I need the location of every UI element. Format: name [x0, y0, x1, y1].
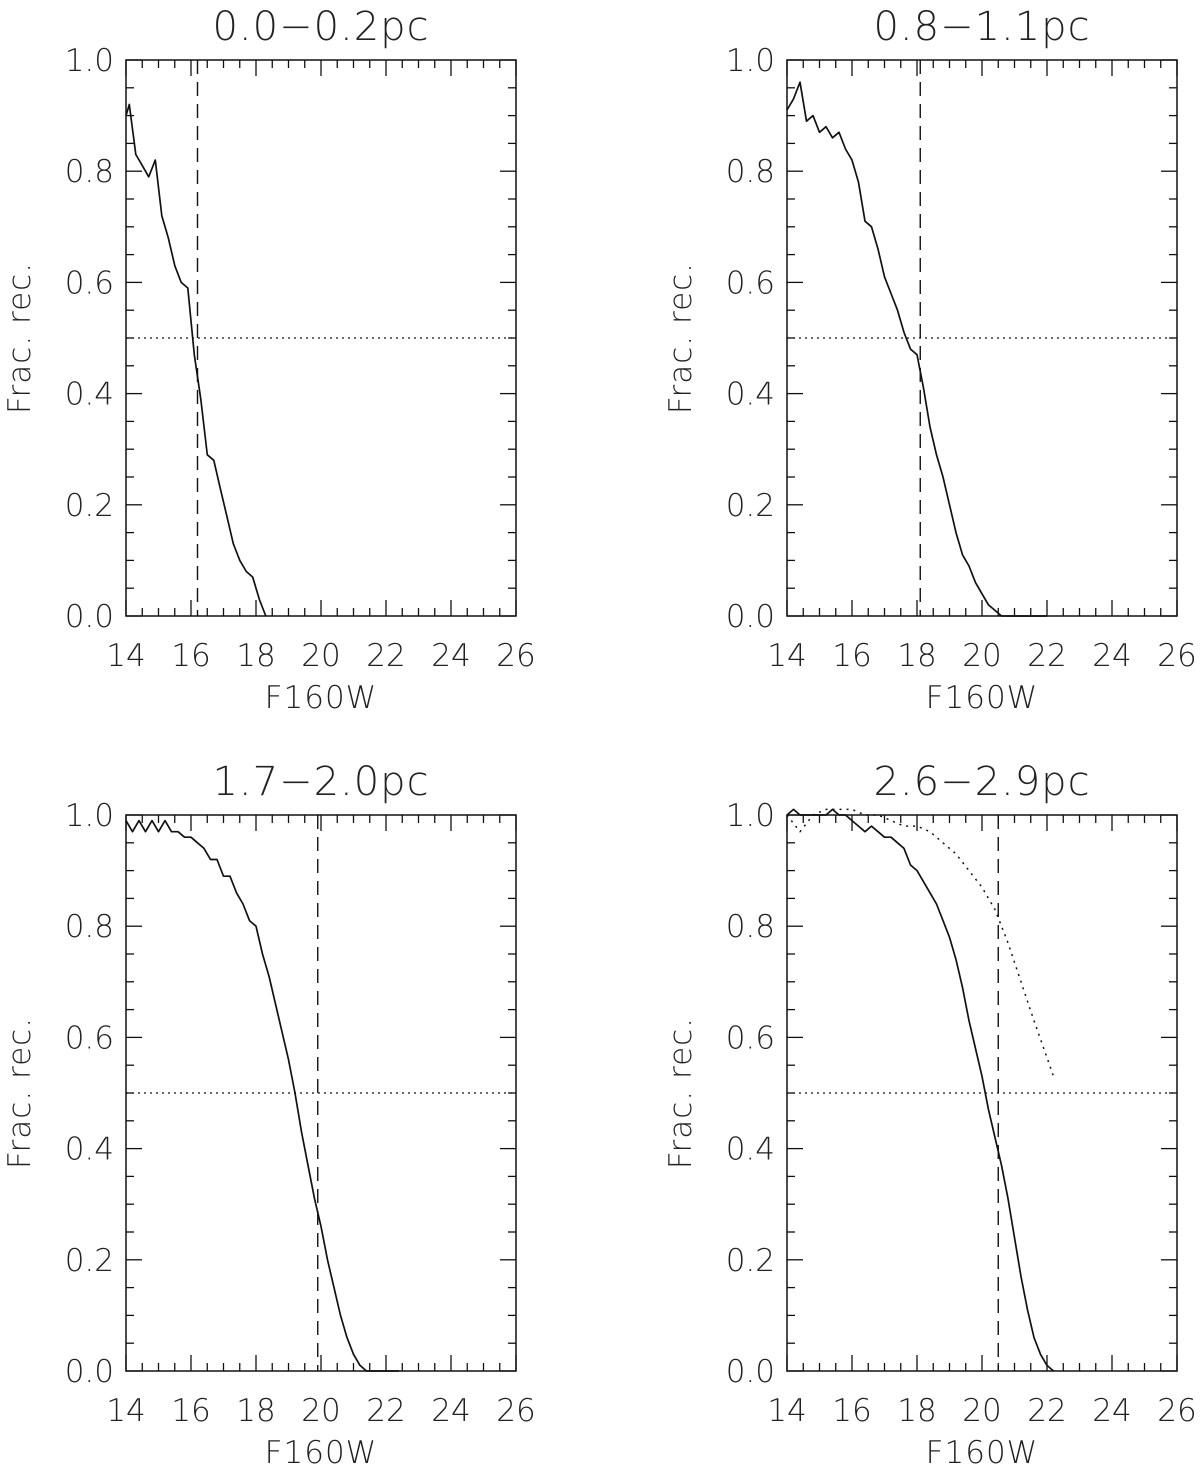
x-axis-label: F160W: [926, 1435, 1039, 1471]
y-tick-label: 0.2: [65, 488, 114, 524]
x-tick-label: 18: [897, 638, 936, 674]
y-tick-label: 0.6: [65, 1020, 114, 1056]
x-tick-label: 14: [106, 638, 145, 674]
x-tick-label: 16: [171, 638, 210, 674]
y-tick-label: 0.8: [65, 154, 114, 190]
y-axis-label: Frac. rec.: [2, 262, 38, 414]
x-tick-label: 20: [301, 1393, 340, 1429]
panel-1: 0.0−0.2pc 14 16 18 20 22 24 26 0.0 0.2 0.4 0.6 0.8 1.…: [2, 4, 536, 716]
y-tick-label: 0.8: [65, 909, 114, 945]
x-tick-label: 14: [106, 1393, 145, 1429]
panel-title: 0.8−1.1pc: [873, 4, 1090, 50]
x-tick-label: 24: [1092, 638, 1131, 674]
y-tick-label: 0.6: [726, 1020, 775, 1056]
y-tick-label: 0.6: [726, 265, 775, 301]
x-tick-label: 26: [496, 1393, 535, 1429]
y-tick-label: 0.8: [726, 154, 775, 190]
panel-2: 0.8−1.1pc 14 16 18 20 22 24 26 0.0 0.2 0.4 0.6 0.8 1.…: [663, 4, 1197, 716]
recovery-curve: [786, 81, 1047, 617]
recovery-curve: [786, 808, 1055, 1372]
panel-title: 2.6−2.9pc: [873, 759, 1090, 805]
y-tick-label: 1.0: [65, 798, 114, 834]
x-tick-label: 20: [962, 1393, 1001, 1429]
x-tick-label: 26: [1157, 1393, 1196, 1429]
y-tick-label: 0.2: [65, 1243, 114, 1279]
x-tick-label: 14: [767, 638, 806, 674]
x-tick-label: 22: [366, 1393, 405, 1429]
y-tick-label: 0.4: [65, 1132, 114, 1168]
y-tick-label: 0.6: [65, 265, 114, 301]
x-tick-label: 20: [962, 638, 1001, 674]
x-axis-label: F160W: [265, 680, 378, 716]
y-tick-label: 0.4: [726, 1132, 775, 1168]
x-tick-label: 22: [1027, 638, 1066, 674]
x-tick-label: 22: [366, 638, 405, 674]
y-tick-label: 0.2: [726, 1243, 775, 1279]
y-tick-label: 0.0: [726, 599, 775, 635]
y-tick-label: 0.0: [65, 1354, 114, 1390]
recovery-curve: [125, 103, 267, 617]
panel-title: 0.0−0.2pc: [212, 4, 429, 50]
y-tick-label: 0.4: [65, 377, 114, 413]
x-tick-label: 26: [1157, 638, 1196, 674]
panel-title: 1.7−2.0pc: [212, 759, 429, 805]
x-tick-label: 22: [1027, 1393, 1066, 1429]
y-tick-label: 0.4: [726, 377, 775, 413]
x-tick-label: 24: [431, 638, 470, 674]
x-tick-label: 24: [431, 1393, 470, 1429]
x-tick-label: 18: [897, 1393, 936, 1429]
x-tick-label: 24: [1092, 1393, 1131, 1429]
x-tick-label: 14: [767, 1393, 806, 1429]
y-tick-label: 0.8: [726, 909, 775, 945]
x-tick-label: 16: [832, 638, 871, 674]
y-tick-label: 1.0: [65, 43, 114, 79]
x-axis-label: F160W: [265, 1435, 378, 1471]
x-tick-label: 16: [171, 1393, 210, 1429]
recovery-curve: [125, 819, 399, 1372]
panel-4: 2.6−2.9pc 14 16 18 20 22 24 26 0.0 0.2 0.4 0.6 0.8 1.…: [663, 759, 1197, 1471]
y-tick-label: 0.0: [65, 599, 114, 635]
y-axis-label: Frac. rec.: [663, 1017, 699, 1169]
y-axis-label: Frac. rec.: [663, 262, 699, 414]
y-tick-label: 1.0: [726, 43, 775, 79]
x-tick-label: 26: [496, 638, 535, 674]
y-axis-label: Frac. rec.: [2, 1017, 38, 1169]
panel-3: 1.7−2.0pc 14 16 18 20 22 24 26 0.0 0.2 0.4 0.6 0.8 1.…: [2, 759, 536, 1471]
x-tick-label: 18: [236, 1393, 275, 1429]
comparison-curve: [786, 808, 1055, 1077]
y-tick-label: 0.2: [726, 488, 775, 524]
x-tick-label: 18: [236, 638, 275, 674]
y-tick-label: 0.0: [726, 1354, 775, 1390]
x-tick-label: 20: [301, 638, 340, 674]
y-tick-label: 1.0: [726, 798, 775, 834]
x-axis-label: F160W: [926, 680, 1039, 716]
x-tick-label: 16: [832, 1393, 871, 1429]
